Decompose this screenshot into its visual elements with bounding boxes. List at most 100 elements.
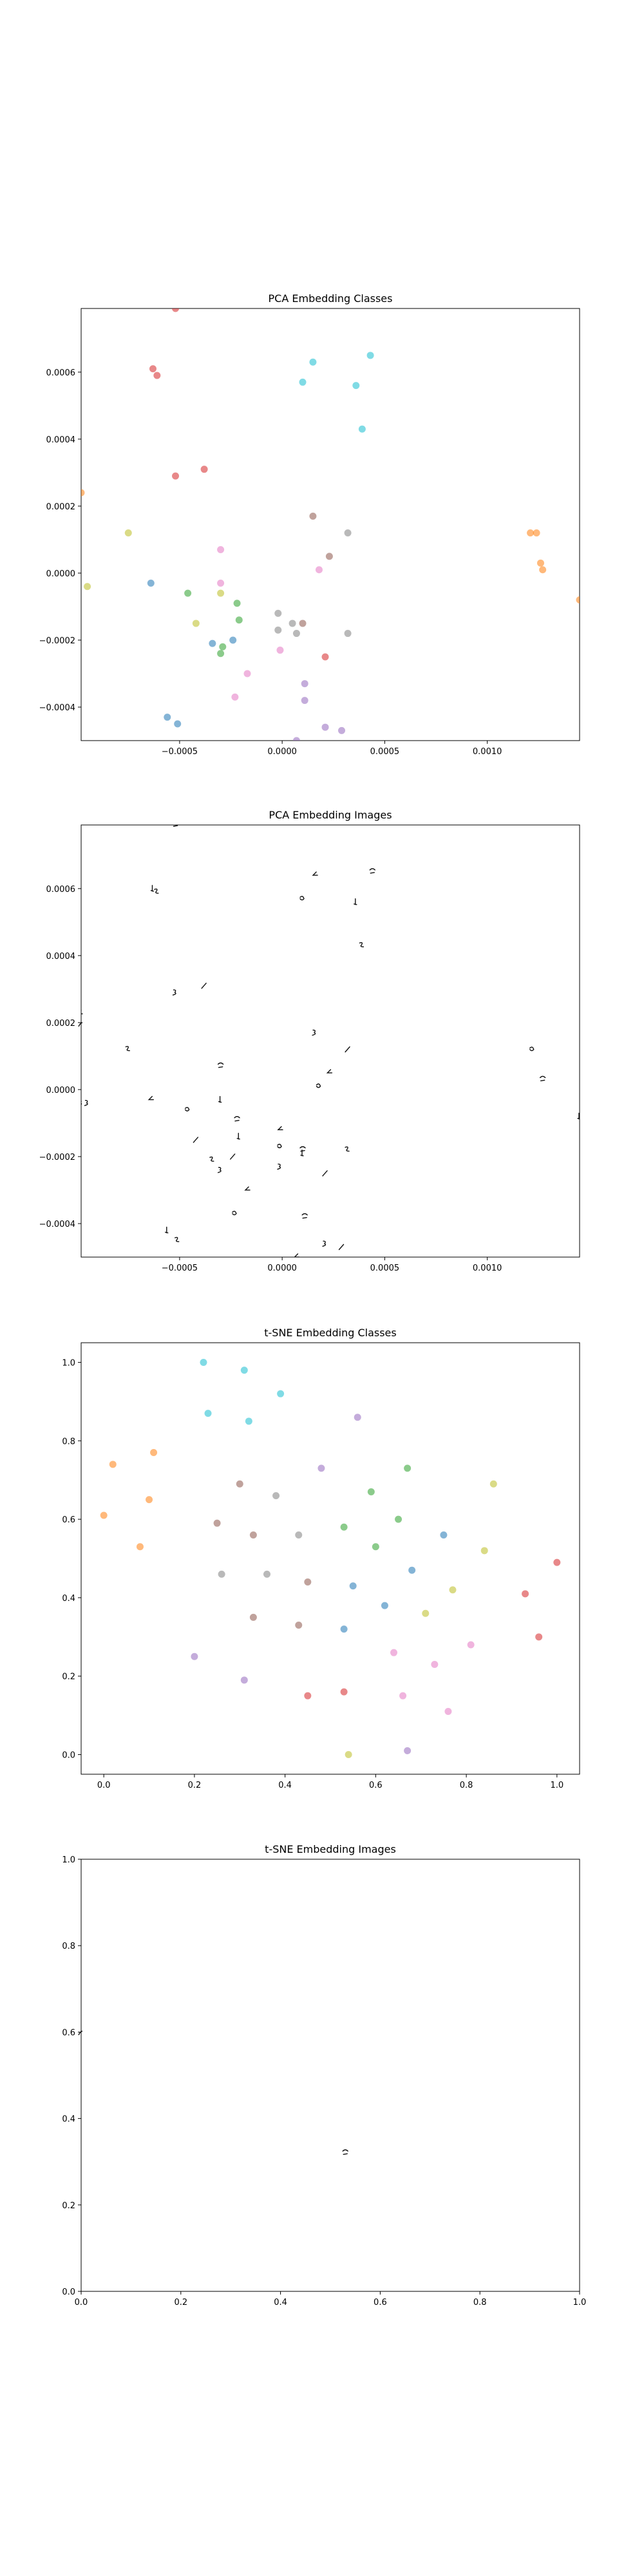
x-tick-label: 0.8 xyxy=(460,1781,473,1790)
scatter-point xyxy=(292,737,300,741)
scatter-point xyxy=(274,609,282,617)
scatter-point xyxy=(172,308,180,312)
digit-image-marker xyxy=(322,1240,327,1247)
digit-image-marker xyxy=(345,1046,350,1053)
y-tick-label: 0.0000 xyxy=(46,1086,76,1095)
scatter-point xyxy=(304,1692,312,1700)
scatter-point xyxy=(219,643,227,650)
y-tick-label: 0.0004 xyxy=(46,435,76,445)
scatter-point xyxy=(344,630,352,638)
digit-image-marker xyxy=(354,898,357,905)
tsne-classes-plot: t-SNE Embedding Classes 0.0 0.2 0.4 0.6 0.8 1.… xyxy=(62,1327,580,1790)
x-tick-label: 0.0010 xyxy=(473,1264,502,1273)
scatter-point xyxy=(404,1464,412,1472)
scatter-point xyxy=(217,589,225,597)
digit-image-marker xyxy=(234,1116,240,1122)
digit-image-marker xyxy=(232,1211,237,1216)
x-tick-label: 0.4 xyxy=(274,2298,287,2307)
scatter-point xyxy=(272,1492,280,1500)
scatter-point xyxy=(553,1558,561,1566)
y-tick-label: 0.8 xyxy=(62,1942,75,1951)
digit-image-marker xyxy=(81,1009,83,1014)
scatter-point xyxy=(390,1649,398,1656)
scatter-point xyxy=(340,1688,348,1696)
scatter-point xyxy=(295,1531,303,1539)
scatter-point xyxy=(263,1570,270,1578)
digit-image-marker xyxy=(539,1075,546,1082)
digit-image-marker xyxy=(345,1146,350,1152)
scatter-point xyxy=(408,1566,416,1574)
digit-image-marker xyxy=(312,1029,316,1036)
y-tick-label: −0.0004 xyxy=(39,1220,75,1229)
y-tick-label: −0.0002 xyxy=(39,636,75,646)
x-tick-label: 0.0010 xyxy=(473,747,502,757)
scatter-point xyxy=(147,580,155,587)
digit-image-marker xyxy=(236,1133,240,1140)
scatter-point xyxy=(299,620,307,627)
scatter-point xyxy=(204,1410,212,1417)
y-tick-label: 0.0006 xyxy=(46,368,76,378)
y-tick-label: −0.0004 xyxy=(39,703,75,713)
scatter-point xyxy=(352,382,360,390)
pca-images-plot: PCA Embedding Images −0.0005 0.0000 0.0005 0… xyxy=(39,809,580,1273)
digit-image-marker xyxy=(326,1069,333,1074)
scatter-point xyxy=(213,1519,221,1527)
scatter-point xyxy=(81,489,85,497)
y-tick-label: 0.4 xyxy=(62,1594,75,1604)
scatter-point xyxy=(236,1480,243,1488)
digit-image-marker xyxy=(316,1083,321,1088)
scatter-point xyxy=(172,472,180,480)
scatter-point xyxy=(136,1543,144,1551)
digit-image-marker xyxy=(369,868,375,874)
digit-image-marker xyxy=(294,1253,300,1257)
y-tick-label: 0.8 xyxy=(62,1437,75,1446)
scatter-point xyxy=(321,723,329,731)
scatter-point xyxy=(309,512,317,520)
scatter-point xyxy=(539,566,547,574)
digit-image-marker xyxy=(301,1213,308,1219)
scatter-point xyxy=(217,650,225,658)
y-tick-label: 0.6 xyxy=(62,1515,75,1525)
scatter-point xyxy=(292,630,300,638)
chart-title: PCA Embedding Classes xyxy=(269,292,393,305)
scatter-point xyxy=(276,647,284,654)
x-tick-label: 0.0000 xyxy=(267,1264,297,1273)
digit-image-marker xyxy=(277,1126,283,1131)
scatter-point xyxy=(184,589,192,597)
y-tick-label: 0.4 xyxy=(62,2115,75,2125)
scatter-point xyxy=(249,1531,257,1539)
scatter-point xyxy=(340,1523,348,1531)
digit-image-marker xyxy=(165,1226,169,1234)
digit-image-marker xyxy=(193,1137,199,1143)
x-tick-label: 0.6 xyxy=(374,2298,387,2307)
digit-image-marker xyxy=(244,1186,251,1191)
scatter-point xyxy=(192,620,200,627)
digit-image-marker xyxy=(78,2031,83,2036)
y-tick-label: 0.0 xyxy=(62,2287,75,2297)
scatter-point xyxy=(536,559,544,567)
scatter-point xyxy=(109,1461,117,1468)
digit-image-marker xyxy=(217,1167,222,1173)
scatter-point xyxy=(338,726,346,734)
chart-title: t-SNE Embedding Classes xyxy=(264,1327,396,1339)
digit-image-marker xyxy=(277,1144,282,1149)
scatter-point xyxy=(467,1641,475,1649)
scatter-point xyxy=(321,653,329,661)
scatter-point xyxy=(149,365,156,373)
scatter-point xyxy=(231,693,239,701)
x-tick-label: −0.0005 xyxy=(162,1264,198,1273)
scatter-point xyxy=(399,1692,407,1700)
digit-image-marker xyxy=(209,1156,214,1162)
scatter-point xyxy=(277,1390,285,1397)
y-tick-label: 0.2 xyxy=(62,1672,75,1682)
scatter-point xyxy=(366,352,374,359)
plot-frame xyxy=(80,1859,580,2292)
scatter-point xyxy=(395,1515,402,1523)
x-tick-label: 1.0 xyxy=(550,1781,564,1790)
scatter-point xyxy=(301,680,308,688)
scatter-point xyxy=(444,1708,452,1716)
y-tick-label: 0.0000 xyxy=(46,569,76,579)
scatter-point xyxy=(217,546,225,554)
scatter-point xyxy=(150,1449,158,1457)
